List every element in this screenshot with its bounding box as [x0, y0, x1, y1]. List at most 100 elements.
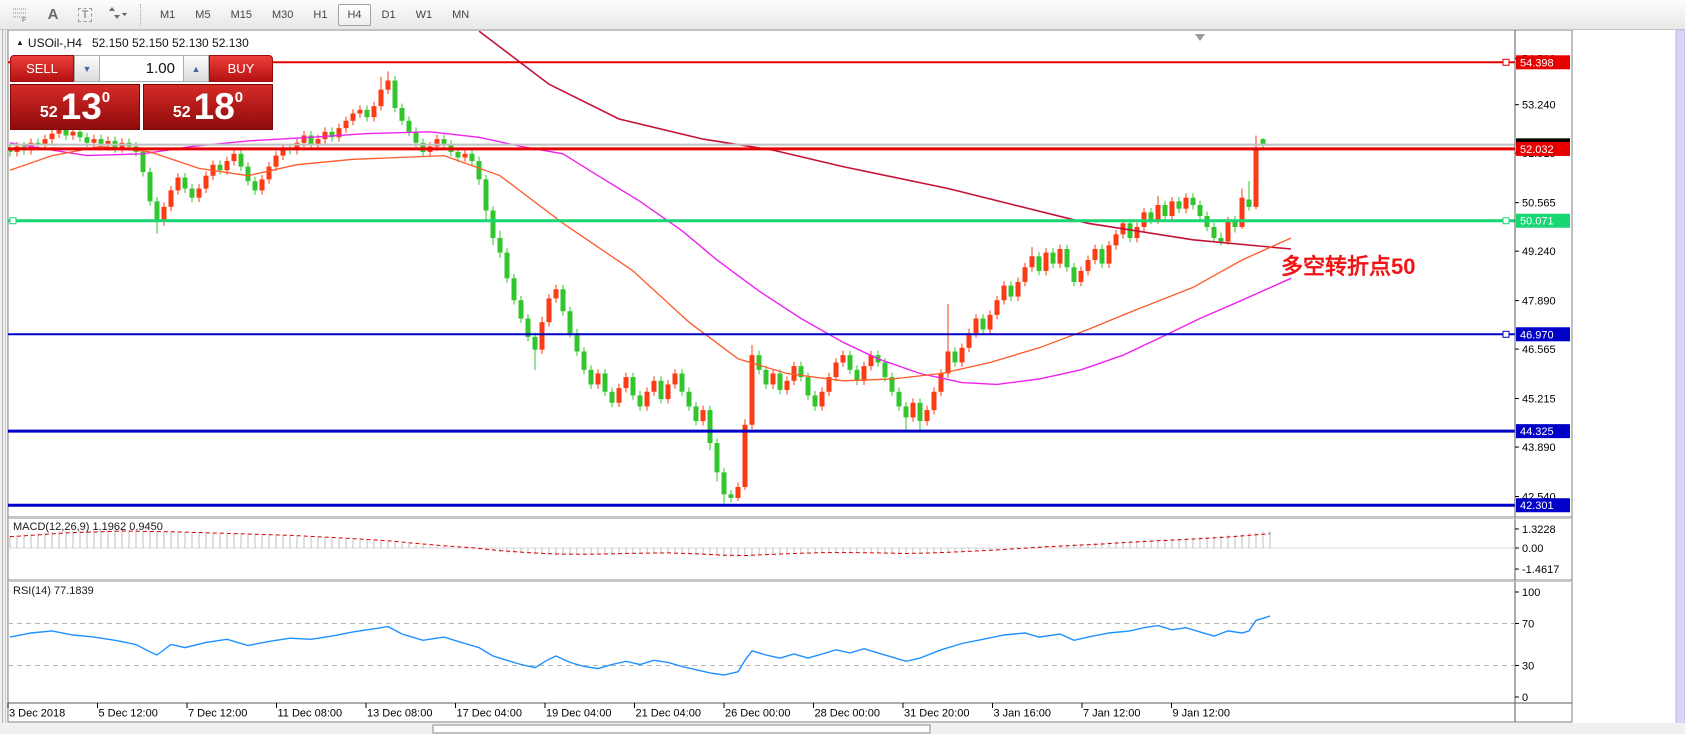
- grid-fullscreen-icon-svg: F: [13, 8, 27, 23]
- time-tick-label: 21 Dec 04:00: [636, 708, 701, 720]
- macd-panel: 1.3228 0.00 -1.4617: [8, 524, 1559, 576]
- sell-button[interactable]: SELL: [10, 55, 74, 82]
- chart-canvas[interactable]: 54.50053.24051.91550.56549.24047.89046.5…: [0, 30, 1685, 734]
- chart-text-annotation[interactable]: 多空转折点50: [1281, 254, 1416, 279]
- tab-timeframe-m5[interactable]: M5: [195, 8, 211, 21]
- time-tick-label: 17 Dec 04:00: [457, 708, 522, 720]
- volume-decrease-button[interactable]: ▼: [74, 55, 100, 82]
- svg-text:52.032: 52.032: [1520, 144, 1554, 156]
- macd-indicator-label: MACD(12,26,9) 1.1962 0.9450: [13, 521, 163, 533]
- svg-text:54.398: 54.398: [1520, 57, 1554, 69]
- buy-price-point: 0: [234, 89, 244, 106]
- price-tick-label: 45.215: [1522, 394, 1556, 406]
- time-tick-label: 28 Dec 00:00: [815, 708, 880, 720]
- horizontal-scrollbar[interactable]: [432, 724, 931, 734]
- svg-text:42.301: 42.301: [1520, 500, 1554, 512]
- candlestick-layer: [9, 71, 1273, 504]
- rsi-tick-label: 100: [1522, 587, 1540, 599]
- time-tick-label: 11 Dec 08:00: [278, 708, 343, 720]
- level-price-label: [1516, 424, 1570, 439]
- level-lines-layer[interactable]: [8, 58, 1515, 507]
- text-label-icon[interactable]: A: [47, 6, 59, 23]
- toolbar: F A T M1 M5 M15 M30 H1 H4 D1 W1 MN: [0, 0, 1685, 30]
- trade-panel-top-row: SELL ▼ 1.00 ▲ BUY: [10, 55, 273, 82]
- toolbar-separator: [140, 3, 142, 26]
- macd-main-value: 1.1962: [92, 521, 127, 533]
- sell-price-button[interactable]: 52 13 0: [10, 84, 140, 130]
- left-splitter[interactable]: [0, 30, 8, 734]
- tab-timeframe-d1[interactable]: D1: [381, 8, 396, 21]
- svg-text:F: F: [22, 17, 26, 23]
- tab-timeframe-m30[interactable]: M30: [271, 8, 294, 21]
- buy-price-integer: 52: [172, 104, 191, 121]
- svg-text:44.325: 44.325: [1520, 426, 1554, 438]
- arrange-windows-icon[interactable]: [104, 4, 130, 26]
- ohlc-values: 52.150 52.150 52.130 52.130: [91, 36, 249, 50]
- time-tick-label: 19 Dec 04:00: [546, 708, 611, 720]
- svg-text:46.970: 46.970: [1520, 329, 1554, 341]
- rsi-tick-label: 30: [1522, 661, 1534, 673]
- macd-tick-label: 1.3228: [1522, 524, 1556, 536]
- collapse-triangle-icon[interactable]: ▲: [16, 38, 24, 47]
- rsi-indicator-label: RSI(14) 77.1839: [13, 585, 94, 597]
- chart-shift-marker-icon[interactable]: [1195, 34, 1205, 41]
- arrange-windows-icon-svg: [109, 6, 127, 19]
- price-tick-label: 50.565: [1522, 198, 1556, 210]
- chart-title: ▲ USOil-,H4 52.150 52.150 52.130 52.130: [16, 36, 249, 50]
- grid-fullscreen-icon[interactable]: F: [8, 4, 34, 26]
- sell-price-integer: 52: [39, 104, 58, 121]
- macd-tick-label: 0.00: [1522, 543, 1543, 555]
- time-tick-label: 13 Dec 08:00: [367, 708, 432, 720]
- moving-average-layer: [9, 31, 1292, 386]
- time-tick-label: 9 Jan 12:00: [1173, 708, 1231, 720]
- tab-timeframe-m15[interactable]: M15: [230, 8, 252, 21]
- tab-timeframe-m1[interactable]: M1: [160, 8, 176, 21]
- right-edge-strip: [1675, 30, 1685, 734]
- ma-mid: [9, 131, 1292, 386]
- macd-signal-line: [9, 530, 1271, 557]
- chart-window: [7, 30, 1573, 723]
- rsi-name: RSI(14): [13, 585, 51, 597]
- time-tick-label: 26 Dec 00:00: [725, 708, 790, 720]
- price-tick-label: 43.890: [1522, 442, 1556, 454]
- price-tick-label: 47.890: [1522, 296, 1556, 308]
- rsi-line: [9, 615, 1271, 676]
- macd-tick-label: -1.4617: [1522, 564, 1559, 576]
- rsi-value: 77.1839: [53, 585, 94, 597]
- macd-signal-value: 0.9450: [129, 521, 163, 533]
- trade-panel-price-row: 52 13 0 52 18 0: [10, 84, 273, 130]
- price-tick-label: 49.240: [1522, 246, 1556, 258]
- level-price-label: [1516, 141, 1570, 156]
- volume-input[interactable]: 1.00: [100, 55, 183, 82]
- time-tick-label: 7 Dec 12:00: [188, 708, 247, 720]
- level-price-label: [1516, 55, 1570, 70]
- volume-increase-button[interactable]: ▲: [183, 55, 209, 82]
- time-tick-label: 3 Dec 2018: [9, 708, 65, 720]
- one-click-trading-panel: SELL ▼ 1.00 ▲ BUY 52 13 0 52 18 0: [10, 55, 273, 130]
- level-price-label: [1516, 213, 1570, 228]
- time-axis: 3 Dec 2018 5 Dec 12:00 7 Dec 12:00 11 Dec 0…: [7, 703, 1231, 720]
- level-price-label: [1516, 498, 1570, 513]
- tab-timeframe-w1[interactable]: W1: [415, 8, 433, 21]
- ma-fast: [9, 145, 1292, 382]
- tab-timeframe-h1[interactable]: H1: [313, 8, 328, 21]
- price-tick-label: 46.565: [1522, 344, 1556, 356]
- ma-slow: [478, 31, 1292, 250]
- symbol-period-label: USOil-,H4: [27, 36, 82, 50]
- tab-timeframe-mn[interactable]: MN: [452, 8, 470, 21]
- text-box-icon[interactable]: T: [72, 4, 98, 26]
- buy-price-pips: 18: [193, 86, 235, 127]
- svg-text:50.071: 50.071: [1520, 216, 1554, 228]
- tab-timeframe-h4[interactable]: H4: [338, 3, 371, 26]
- sell-price-pips: 13: [60, 86, 102, 127]
- macd-name: MACD(12,26,9): [13, 521, 90, 533]
- rsi-tick-label: 0: [1522, 692, 1528, 704]
- buy-button[interactable]: BUY: [209, 55, 273, 82]
- buy-price-button[interactable]: 52 18 0: [143, 84, 273, 130]
- price-axis: 54.50053.24051.91550.56549.24047.89046.5…: [1515, 54, 1570, 513]
- time-tick-label: 7 Jan 12:00: [1083, 708, 1141, 720]
- sell-price-point: 0: [101, 89, 111, 106]
- time-tick-label: 31 Dec 20:00: [904, 708, 969, 720]
- level-price-label: [1516, 327, 1570, 342]
